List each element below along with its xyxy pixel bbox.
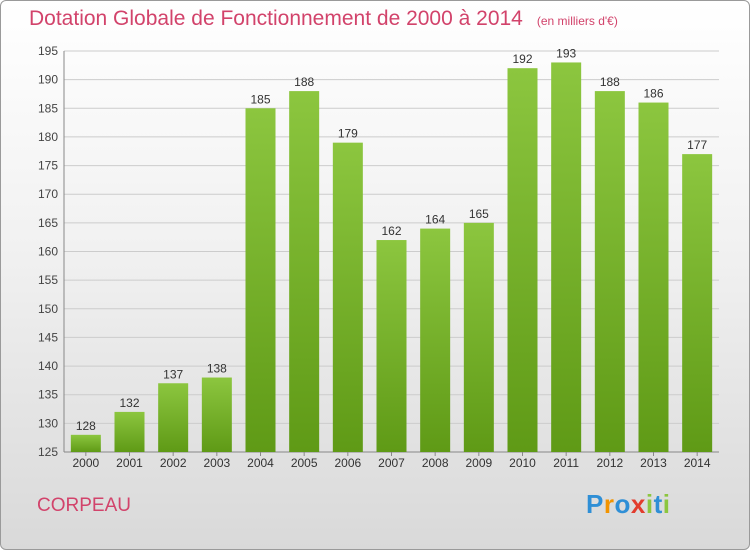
chart-unit-subtitle: (en milliers d'€) xyxy=(536,14,618,28)
chart-title: Dotation Globale de Fonctionnement de 20… xyxy=(29,7,523,30)
x-tick-label: 2005 xyxy=(291,456,318,470)
x-tick-label: 2006 xyxy=(334,456,361,470)
bar-value-label: 132 xyxy=(119,396,139,410)
y-tick-label: 180 xyxy=(38,130,58,144)
y-tick-label: 130 xyxy=(38,416,58,430)
bar-value-label: 162 xyxy=(381,224,401,238)
x-tick-label: 2012 xyxy=(596,456,623,470)
bar-value-label: 188 xyxy=(600,75,620,89)
y-tick-label: 140 xyxy=(38,359,58,373)
y-tick-label: 190 xyxy=(38,73,58,87)
bar-value-label: 188 xyxy=(294,75,314,89)
x-tick-label: 2009 xyxy=(465,456,492,470)
x-tick-label: 2010 xyxy=(509,456,536,470)
logo-letter: x xyxy=(630,489,646,519)
bar-value-label: 186 xyxy=(643,87,663,101)
y-tick-label: 145 xyxy=(38,330,58,344)
logo-letter: i xyxy=(662,489,671,519)
x-tick-label: 2004 xyxy=(247,456,274,470)
y-tick-label: 150 xyxy=(38,302,58,316)
bar xyxy=(201,377,232,452)
bar-value-label: 177 xyxy=(687,138,707,152)
bar xyxy=(420,228,451,452)
y-tick-label: 165 xyxy=(38,216,58,230)
x-tick-label: 2013 xyxy=(640,456,667,470)
x-tick-label: 2003 xyxy=(203,456,230,470)
bar-value-label: 165 xyxy=(469,207,489,221)
x-tick-labels: 2000 2001 2002 2003 2004 2005 2006 2007 2008 2009… xyxy=(72,456,710,470)
x-tick-label: 2011 xyxy=(553,456,579,470)
y-tick-label: 185 xyxy=(38,101,58,115)
x-tick-label: 2008 xyxy=(422,456,449,470)
bar xyxy=(376,240,407,452)
y-tick-label: 175 xyxy=(38,159,58,173)
bar-value-label: 138 xyxy=(207,362,227,376)
bar xyxy=(638,102,669,453)
bar xyxy=(289,91,320,452)
proxiti-logo: Proxiti xyxy=(586,489,670,520)
x-tick-label: 2002 xyxy=(160,456,187,470)
x-tick-label: 2007 xyxy=(378,456,405,470)
logo-letter: t xyxy=(653,489,663,519)
x-tick-label: 2000 xyxy=(72,456,99,470)
bar-value-label: 193 xyxy=(556,46,576,60)
x-tick-label: 2001 xyxy=(116,456,143,470)
bar-value-label: 137 xyxy=(163,367,183,381)
bar xyxy=(70,434,101,452)
x-tick-label: 2014 xyxy=(684,456,711,470)
logo-letter: r xyxy=(603,489,615,519)
y-tick-labels: 125 130 135 140 145 150 155 160 165 170 175 180 185 1… xyxy=(38,44,58,459)
logo-letter: o xyxy=(614,489,631,519)
bars xyxy=(70,62,713,453)
bar xyxy=(114,411,145,452)
bar-value-label: 179 xyxy=(338,127,358,141)
logo-letter: P xyxy=(586,489,604,519)
y-tick-label: 170 xyxy=(38,187,58,201)
bar xyxy=(332,142,363,452)
commune-name: CORPEAU xyxy=(37,495,131,516)
y-tick-label: 135 xyxy=(38,388,58,402)
bar-value-label: 128 xyxy=(76,419,96,433)
data-labels: 128 132 137 138 185 188 179 162 164 165 192 193 188 1… xyxy=(76,46,708,432)
bar xyxy=(507,68,538,452)
bar xyxy=(594,91,625,452)
logo-letter: i xyxy=(645,489,654,519)
bar-value-label: 164 xyxy=(425,213,445,227)
y-tick-label: 160 xyxy=(38,245,58,259)
y-tick-label: 125 xyxy=(38,445,58,459)
bar xyxy=(158,383,189,452)
y-tick-label: 195 xyxy=(38,44,58,58)
bar xyxy=(551,62,582,452)
bar xyxy=(245,108,276,453)
y-tick-label: 155 xyxy=(38,273,58,287)
bar-value-label: 192 xyxy=(512,52,532,66)
bar-value-label: 185 xyxy=(250,92,270,106)
bar xyxy=(682,154,713,452)
title-row: Dotation Globale de Fonctionnement de 20… xyxy=(29,7,618,31)
bar xyxy=(463,222,494,452)
